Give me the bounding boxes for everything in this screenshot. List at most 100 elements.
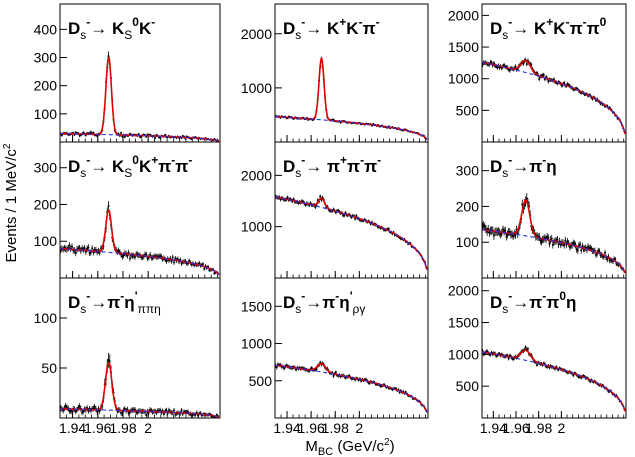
data-point: [127, 412, 130, 415]
data-point: [121, 412, 124, 415]
data-point: [121, 255, 124, 258]
total-fit-curve: [482, 199, 626, 274]
data-point: [526, 348, 529, 351]
x-tick-label: 1.98: [109, 420, 136, 436]
data-point: [598, 250, 601, 253]
data-point: [203, 267, 206, 270]
data-point: [74, 251, 77, 254]
data-point: [577, 376, 580, 379]
data-point: [486, 230, 489, 233]
data-point: [201, 263, 204, 266]
y-tick-label: 300: [34, 50, 58, 66]
data-point: [488, 231, 491, 234]
data-point: [368, 382, 371, 385]
data-point: [548, 242, 551, 245]
data-point: [93, 405, 96, 408]
y-tick-label: 2000: [448, 283, 479, 299]
x-axis-title: MBC (GeV/c2): [305, 437, 394, 457]
data-point: [70, 410, 73, 413]
panel-frame: [274, 277, 429, 419]
background-fit-curve: [60, 408, 219, 418]
data-point: [89, 131, 92, 134]
panel-ds-pi-etap-ppe: 50 100 1.941.961.98 2 Ds-→π-η'ππη: [34, 277, 221, 436]
data-point: [96, 134, 99, 137]
data-point: [525, 63, 528, 66]
data-point: [404, 391, 407, 394]
data-point: [140, 135, 143, 138]
total-fit-curve: [274, 362, 428, 413]
data-point: [77, 406, 80, 409]
data-point: [504, 229, 507, 232]
background-fit-curve: [60, 248, 220, 276]
data-point: [550, 237, 553, 240]
data-point: [548, 366, 551, 369]
data-point: [120, 132, 123, 135]
data-point: [78, 247, 81, 250]
data-point: [154, 136, 157, 139]
y-tick-label: 1000: [448, 346, 479, 362]
data-point: [121, 135, 124, 138]
data-point: [547, 80, 550, 83]
data-point: [186, 410, 189, 413]
background-fit-curve: [481, 351, 626, 412]
data-point: [162, 413, 165, 416]
data-point: [602, 256, 605, 259]
data-point: [59, 249, 62, 252]
panel-ds-ks-k: 100 200 300 400 Ds-→ KS0K-: [34, 3, 221, 143]
data-point: [500, 67, 503, 70]
data-point: [355, 214, 358, 217]
data-point: [171, 256, 174, 259]
data-point: [559, 243, 562, 246]
data-point: [553, 78, 555, 81]
data-point: [188, 259, 191, 262]
background-fit-curve: [274, 364, 428, 413]
x-tick-label: 1.96: [298, 420, 325, 436]
panel-ds-pi-etap-rg: 500 1000 1500 1.941.961.98 2 Ds-→π-η'ργ: [241, 277, 429, 436]
panel-title: Ds-→ KS0K+π-π-: [68, 153, 192, 180]
data-point: [215, 413, 218, 416]
data-point: [563, 244, 566, 247]
x-tick-label: 1.94: [59, 420, 86, 436]
data-point: [78, 405, 81, 408]
y-tick-label: 500: [456, 378, 480, 394]
data-point: [133, 256, 136, 259]
data-point: [86, 247, 89, 250]
panel-title: Ds-→ π+π-π-: [283, 153, 381, 180]
data-point: [107, 359, 110, 362]
data-point: [594, 253, 597, 256]
data-point: [505, 235, 508, 238]
data-point: [126, 254, 129, 257]
data-point: [483, 225, 486, 228]
total-fit-curve: [60, 361, 220, 418]
data-point: [498, 66, 501, 69]
background-fit-curve: [275, 116, 428, 140]
data-point: [165, 409, 168, 412]
x-tick-label: 1.94: [273, 420, 300, 436]
data-point: [547, 236, 550, 239]
data-point: [525, 197, 528, 200]
data-point: [123, 135, 126, 138]
data-point: [508, 69, 511, 72]
data-point: [508, 230, 511, 233]
data-point: [159, 136, 162, 139]
data-point: [490, 61, 493, 64]
panel-ds-kkpi: 1000 2000 Ds-→ K+K-π-: [241, 3, 429, 143]
data-point: [301, 199, 304, 202]
panel-title: Ds-→ KS0K-: [68, 15, 155, 42]
data-point: [538, 77, 541, 80]
total-fit-curve: [60, 56, 219, 142]
data-point: [180, 262, 183, 265]
background-fit-curve: [60, 133, 219, 142]
data-point: [580, 249, 583, 252]
data-point: [87, 246, 90, 249]
data-point: [198, 262, 201, 265]
data-point: [145, 414, 148, 417]
data-point: [492, 234, 495, 237]
data-point: [514, 234, 517, 237]
data-point: [568, 246, 571, 249]
y-tick-label: 1500: [448, 315, 479, 331]
data-point: [314, 206, 317, 209]
data-point: [89, 251, 92, 254]
data-point: [137, 133, 140, 136]
